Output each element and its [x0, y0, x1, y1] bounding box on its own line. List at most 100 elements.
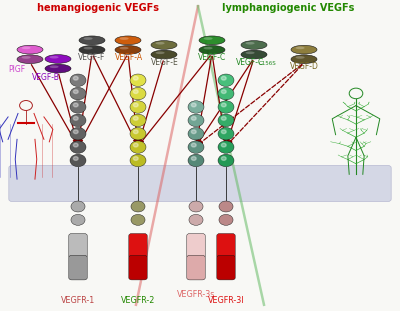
Circle shape: [130, 74, 146, 86]
Ellipse shape: [291, 55, 317, 63]
Circle shape: [218, 87, 234, 100]
Circle shape: [188, 141, 204, 153]
Circle shape: [218, 74, 234, 86]
Text: VEGFR-2: VEGFR-2: [121, 296, 155, 305]
Circle shape: [70, 114, 86, 127]
Circle shape: [71, 201, 85, 212]
Ellipse shape: [204, 47, 213, 49]
Circle shape: [218, 154, 234, 167]
Text: VEGF-F: VEGF-F: [78, 53, 105, 62]
Ellipse shape: [241, 41, 267, 49]
Ellipse shape: [84, 37, 93, 40]
Circle shape: [70, 154, 86, 167]
Circle shape: [191, 143, 196, 147]
Circle shape: [73, 157, 78, 160]
Text: VEGF-C: VEGF-C: [198, 53, 226, 62]
Ellipse shape: [246, 52, 255, 54]
Circle shape: [221, 157, 226, 160]
Ellipse shape: [246, 42, 255, 44]
Circle shape: [131, 201, 145, 212]
Circle shape: [70, 141, 86, 153]
Circle shape: [189, 201, 203, 212]
Text: VEGFR-3s: VEGFR-3s: [177, 290, 215, 299]
Circle shape: [218, 101, 234, 113]
Ellipse shape: [17, 55, 43, 63]
Ellipse shape: [22, 47, 31, 49]
Ellipse shape: [120, 37, 129, 40]
Circle shape: [130, 154, 146, 167]
Text: VEGF-B: VEGF-B: [32, 73, 60, 82]
Circle shape: [189, 214, 203, 225]
Circle shape: [131, 214, 145, 225]
Circle shape: [70, 74, 86, 86]
Circle shape: [130, 101, 146, 113]
Ellipse shape: [291, 45, 317, 54]
Circle shape: [73, 103, 78, 107]
Text: VEGF-C: VEGF-C: [236, 58, 264, 67]
Circle shape: [73, 143, 78, 147]
Ellipse shape: [296, 47, 305, 49]
Circle shape: [133, 90, 138, 94]
Circle shape: [219, 201, 233, 212]
FancyBboxPatch shape: [187, 255, 205, 280]
Circle shape: [221, 77, 226, 80]
Ellipse shape: [22, 56, 31, 59]
FancyBboxPatch shape: [69, 234, 87, 258]
Ellipse shape: [79, 45, 105, 54]
Text: VEGFR-1: VEGFR-1: [61, 296, 95, 305]
Circle shape: [221, 143, 226, 147]
Ellipse shape: [84, 47, 93, 49]
FancyBboxPatch shape: [129, 255, 147, 280]
Ellipse shape: [50, 56, 59, 58]
Text: PlGF: PlGF: [8, 66, 25, 74]
Ellipse shape: [156, 52, 165, 54]
Circle shape: [73, 130, 78, 134]
Circle shape: [191, 117, 196, 120]
Circle shape: [133, 157, 138, 160]
Circle shape: [218, 141, 234, 153]
Circle shape: [219, 214, 233, 225]
Text: hemangiogenic VEGFs: hemangiogenic VEGFs: [37, 3, 159, 13]
Ellipse shape: [204, 37, 213, 40]
FancyBboxPatch shape: [69, 255, 87, 280]
Circle shape: [130, 87, 146, 100]
FancyBboxPatch shape: [217, 234, 235, 258]
Circle shape: [191, 130, 196, 134]
Circle shape: [191, 157, 196, 160]
Ellipse shape: [296, 56, 305, 59]
Circle shape: [221, 130, 226, 134]
Ellipse shape: [241, 50, 267, 59]
Circle shape: [133, 117, 138, 120]
Circle shape: [130, 128, 146, 140]
Circle shape: [130, 114, 146, 127]
Circle shape: [70, 128, 86, 140]
Text: VEGF-E: VEGF-E: [151, 58, 179, 67]
Ellipse shape: [45, 64, 71, 73]
Ellipse shape: [50, 66, 59, 68]
Ellipse shape: [79, 36, 105, 45]
Ellipse shape: [120, 47, 129, 49]
Circle shape: [133, 143, 138, 147]
Circle shape: [218, 128, 234, 140]
Circle shape: [218, 114, 234, 127]
Circle shape: [191, 103, 196, 107]
Circle shape: [188, 114, 204, 127]
Circle shape: [73, 90, 78, 94]
Circle shape: [73, 117, 78, 120]
Circle shape: [133, 103, 138, 107]
Circle shape: [221, 117, 226, 120]
FancyBboxPatch shape: [217, 255, 235, 280]
Circle shape: [188, 154, 204, 167]
Circle shape: [133, 130, 138, 134]
Ellipse shape: [115, 36, 141, 45]
Circle shape: [221, 90, 226, 94]
Ellipse shape: [115, 45, 141, 54]
Circle shape: [133, 77, 138, 80]
Ellipse shape: [17, 45, 43, 54]
Ellipse shape: [151, 41, 177, 49]
Circle shape: [73, 77, 78, 80]
FancyBboxPatch shape: [9, 165, 391, 202]
Text: VEGF-D: VEGF-D: [290, 63, 319, 71]
Ellipse shape: [199, 45, 225, 54]
FancyBboxPatch shape: [129, 234, 147, 258]
